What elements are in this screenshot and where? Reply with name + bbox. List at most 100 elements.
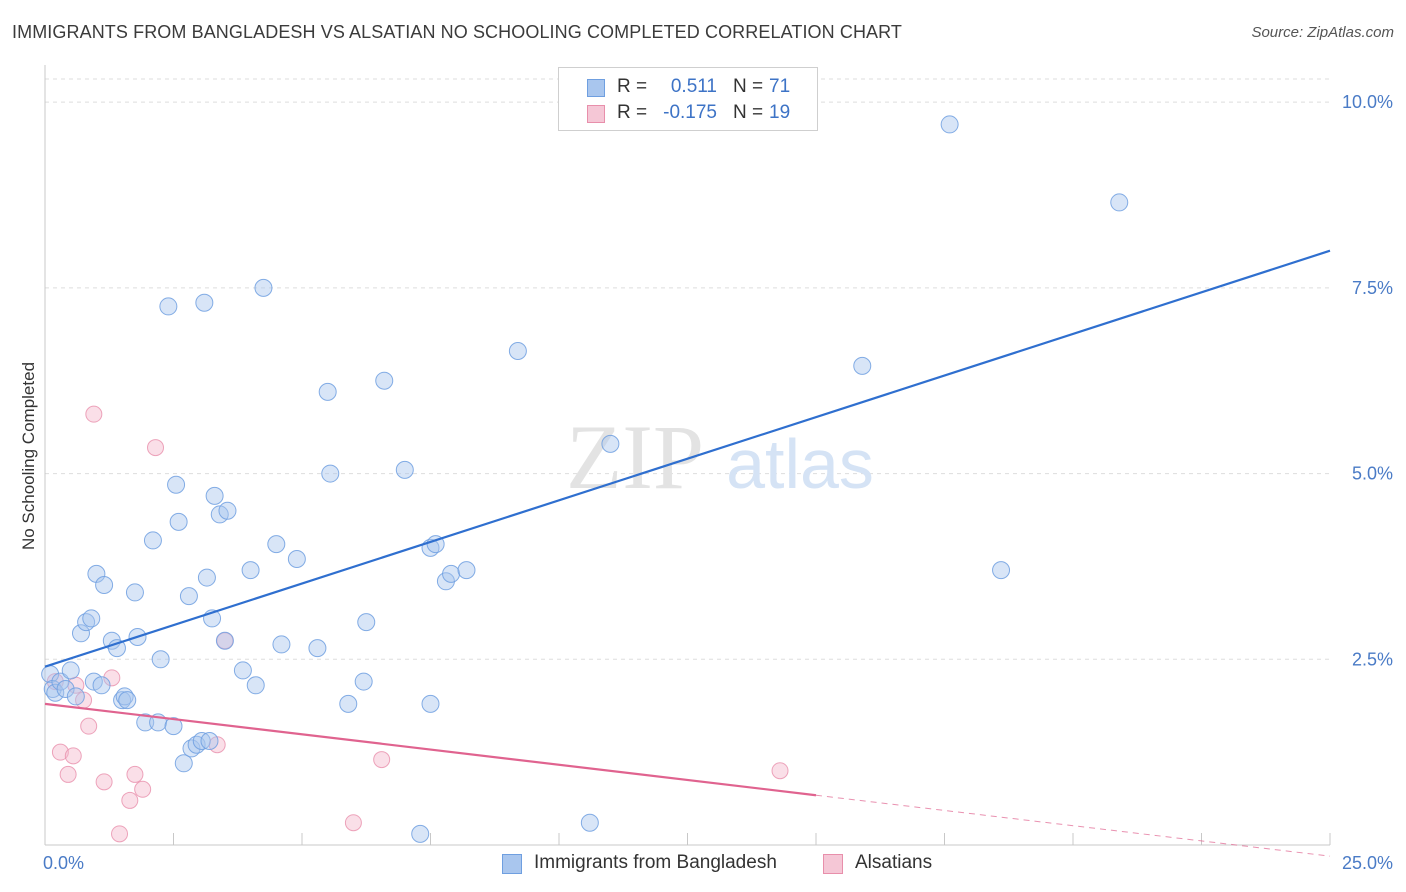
bangladesh-point: [125, 583, 144, 602]
legend-swatch-blue: [587, 79, 605, 97]
alsatians-point: [111, 825, 129, 843]
bangladesh-point: [66, 687, 85, 706]
bangladesh-point: [136, 713, 155, 732]
watermark-atlas: atlas: [726, 425, 874, 503]
alsatians-point: [771, 762, 789, 780]
bangladesh-point: [442, 564, 461, 583]
bangladesh-point: [71, 624, 90, 643]
bangladesh-point: [254, 278, 273, 297]
y-tick-label: 5.0%: [1352, 464, 1393, 484]
legend: R = 0.511 N = 71 R = -0.175 N = 19: [558, 67, 818, 131]
bangladesh-point: [992, 561, 1011, 580]
legend-n-value: 71: [769, 76, 791, 97]
bangladesh-point: [151, 650, 170, 669]
legend-n-value: 19: [769, 102, 791, 123]
bottom-legend-label: Immigrants from Bangladesh: [534, 852, 777, 873]
bangladesh-point: [167, 475, 186, 494]
legend-n-label: N =: [733, 102, 764, 123]
alsatians-trend-line: [44, 702, 817, 797]
bangladesh-point: [853, 356, 872, 375]
legend-r-value: -0.175: [663, 102, 717, 123]
bangladesh-point: [95, 576, 114, 594]
alsatians-point: [126, 765, 144, 783]
bottom-legend-swatch-blue: [502, 854, 522, 874]
bangladesh-point: [218, 501, 237, 520]
alsatians-point: [64, 747, 82, 765]
alsatians-point: [80, 717, 98, 735]
bangladesh-point: [357, 613, 376, 632]
axes: [44, 65, 1331, 846]
bangladesh-point: [580, 813, 599, 832]
watermark-zip: ZIP: [566, 406, 704, 508]
bangladesh-point: [46, 683, 65, 702]
alsatians-point: [85, 405, 103, 423]
alsatians-point: [95, 773, 113, 791]
bangladesh-point: [56, 680, 75, 698]
bangladesh-point: [82, 609, 101, 628]
bangladesh-point: [375, 371, 394, 390]
legend-r-label: R =: [617, 76, 648, 97]
chart-title: IMMIGRANTS FROM BANGLADESH VS ALSATIAN N…: [12, 22, 903, 42]
bottom-legend-label: Alsatians: [855, 852, 933, 873]
bangladesh-point: [246, 676, 265, 695]
bangladesh-point: [179, 587, 198, 606]
bangladesh-point: [197, 568, 216, 587]
bangladesh-point: [233, 661, 252, 680]
alsatians-point: [103, 669, 121, 687]
bangladesh-point: [395, 460, 414, 479]
bangladesh-point: [1110, 193, 1129, 212]
bangladesh-point: [339, 694, 358, 713]
bangladesh-point: [241, 561, 260, 580]
alsatians-point: [134, 780, 152, 798]
alsatians-point: [344, 814, 362, 832]
x-tick-label: 0.0%: [43, 853, 84, 873]
alsatians-trend-extension: [815, 794, 1331, 857]
bangladesh-point: [272, 635, 291, 654]
bangladesh-point: [174, 754, 193, 773]
bottom-legend-swatch-pink: [823, 854, 843, 874]
bangladesh-point: [118, 691, 137, 710]
alsatians-point: [59, 765, 77, 783]
legend-r-value: 0.511: [670, 76, 717, 97]
tick-labels: 2.5% 5.0% 7.5% 10.0% 0.0% 25.0%: [43, 92, 1393, 873]
y-tick-label: 2.5%: [1352, 649, 1393, 669]
y-tick-label: 10.0%: [1342, 92, 1393, 112]
bangladesh-point: [318, 382, 337, 401]
bangladesh-point: [421, 694, 440, 713]
bangladesh-point: [308, 639, 327, 658]
bangladesh-trend-line: [44, 249, 1331, 668]
bangladesh-point: [92, 676, 111, 695]
alsatians-point: [147, 439, 165, 457]
legend-r-label: R =: [617, 102, 648, 123]
bangladesh-point: [159, 297, 178, 316]
bangladesh-point: [169, 512, 188, 531]
alsatians-point: [121, 791, 139, 809]
trend-lines: [44, 249, 1331, 857]
alsatians-point: [373, 751, 391, 769]
legend-n-label: N =: [733, 76, 764, 97]
bangladesh-point: [192, 732, 211, 750]
bangladesh-point: [143, 531, 162, 550]
x-tick-label: 25.0%: [1342, 853, 1393, 873]
y-tick-label: 7.5%: [1352, 278, 1393, 298]
alsatians-point: [51, 743, 69, 761]
bangladesh-point: [215, 631, 234, 650]
bangladesh-point: [267, 535, 286, 554]
bangladesh-point: [601, 434, 620, 453]
bangladesh-point: [457, 561, 476, 580]
bangladesh-point: [205, 486, 224, 505]
bangladesh-point: [200, 732, 219, 750]
grid-lines: [45, 78, 1330, 660]
bangladesh-point: [287, 550, 306, 568]
bangladesh-point: [164, 717, 183, 736]
bangladesh-point: [195, 293, 214, 312]
bangladesh-point: [354, 672, 373, 691]
bangladesh-point: [508, 342, 527, 360]
chart-source: Source: ZipAtlas.com: [1251, 24, 1394, 41]
bangladesh-points: [41, 115, 1129, 843]
legend-swatch-pink: [587, 105, 605, 123]
bangladesh-point: [321, 464, 340, 483]
bangladesh-point: [411, 824, 430, 843]
alsatians-points: [46, 405, 789, 843]
